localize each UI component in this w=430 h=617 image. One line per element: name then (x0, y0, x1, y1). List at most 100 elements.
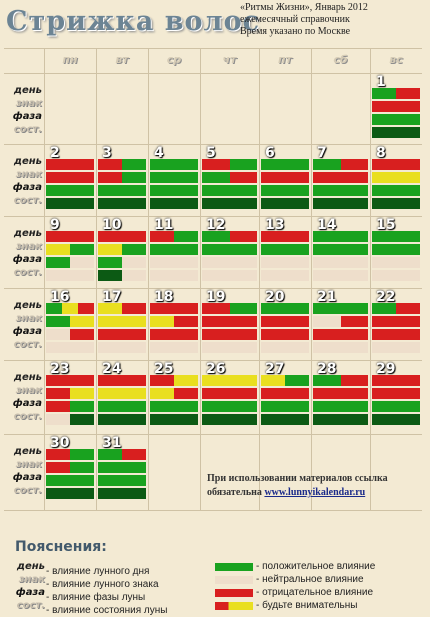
influence-bar (261, 329, 309, 340)
legend-swatch (215, 602, 253, 610)
influence-bar (202, 185, 257, 196)
influence-bar (98, 231, 146, 242)
day-number: 17 (102, 289, 122, 305)
row-label-sign: знак (15, 459, 42, 470)
day-number: 30 (50, 435, 70, 451)
influence-bar (46, 231, 94, 242)
legend-swatch (215, 563, 253, 571)
influence-bar (122, 257, 146, 268)
influence-bar (98, 342, 146, 353)
influence-bar (261, 342, 309, 353)
influence-bar (46, 401, 70, 412)
row-label-phase: фаза (12, 111, 42, 122)
influence-bar (150, 270, 198, 281)
influence-bar (313, 257, 368, 268)
day-number: 10 (102, 217, 122, 233)
influence-bar (313, 329, 368, 340)
influence-bar (202, 316, 257, 327)
legend-label: сост. (16, 600, 45, 611)
influence-bar (396, 303, 420, 314)
influence-bar (202, 401, 257, 412)
influence-bar (98, 270, 122, 281)
influence-bar (122, 303, 146, 314)
influence-bar (46, 303, 62, 314)
influence-bar (98, 303, 122, 314)
influence-bar (261, 159, 309, 170)
grid-line (4, 360, 422, 361)
day-number: 16 (50, 289, 70, 305)
influence-bar (372, 257, 420, 268)
day-number: 23 (50, 361, 70, 377)
influence-bar (202, 303, 230, 314)
influence-bar (122, 449, 146, 460)
influence-bar (98, 329, 146, 340)
day-number: 1 (376, 74, 386, 90)
influence-bar (202, 342, 257, 353)
influence-bar (98, 488, 146, 499)
day-number: 8 (376, 145, 386, 161)
influence-bar (98, 401, 146, 412)
day-number: 6 (265, 145, 275, 161)
influence-bar (46, 172, 94, 183)
info-line-1: «Ритмы Жизни», Январь 2012 (240, 2, 368, 13)
influence-bar (372, 401, 420, 412)
day-number: 4 (154, 145, 164, 161)
influence-bar (372, 316, 420, 327)
row-label-phase: фаза (12, 326, 42, 337)
influence-bar (313, 316, 341, 327)
influence-bar (313, 342, 368, 353)
legend-meaning: - нейтральное влияние (256, 574, 364, 585)
day-number: 13 (265, 217, 285, 233)
influence-bar (341, 316, 368, 327)
influence-bar (313, 231, 368, 242)
influence-bar (150, 244, 198, 255)
influence-bar (46, 475, 94, 486)
influence-bar (46, 462, 70, 473)
row-label-day: день (13, 85, 42, 96)
grid-line (370, 48, 371, 510)
influence-bar (46, 488, 94, 499)
influence-bar (341, 375, 368, 386)
influence-bar (122, 244, 146, 255)
influence-bar (62, 303, 78, 314)
influence-bar (372, 329, 420, 340)
row-label-state: сост. (13, 339, 42, 350)
row-label-phase: фаза (12, 398, 42, 409)
influence-bar (98, 388, 146, 399)
influence-bar (261, 388, 309, 399)
influence-bar (202, 159, 230, 170)
row-label-state: сост. (13, 485, 42, 496)
influence-bar (261, 257, 309, 268)
legend-text: - влияние состояния луны (46, 605, 168, 616)
influence-bar (396, 88, 420, 99)
info-line-3: Время указано по Москве (240, 26, 351, 37)
day-number: 11 (154, 217, 174, 233)
influence-bar (70, 329, 94, 340)
influence-bar (202, 231, 230, 242)
grid-line (200, 48, 201, 510)
influence-bar (174, 231, 198, 242)
influence-bar (372, 388, 420, 399)
influence-bar (98, 257, 122, 268)
influence-bar (174, 388, 198, 399)
influence-bar (46, 159, 94, 170)
row-label-phase: фаза (12, 472, 42, 483)
day-number: 22 (376, 289, 396, 305)
day-number: 29 (376, 361, 396, 377)
influence-bar (46, 375, 94, 386)
influence-bar (46, 329, 70, 340)
grid-line (4, 144, 422, 145)
influence-bar (202, 198, 257, 209)
influence-bar (70, 244, 94, 255)
legend-swatch (215, 576, 253, 584)
influence-bar (122, 172, 146, 183)
influence-bar (261, 172, 309, 183)
influence-bar (70, 388, 94, 399)
site-link[interactable]: www.lunnyikalendar.ru (264, 487, 366, 498)
influence-bar (372, 172, 420, 183)
influence-bar (372, 114, 420, 125)
influence-bar (230, 159, 257, 170)
legend-text: - влияние фазы луны (46, 592, 146, 603)
legend-text: - влияние лунного дня (46, 566, 150, 577)
influence-bar (150, 172, 198, 183)
